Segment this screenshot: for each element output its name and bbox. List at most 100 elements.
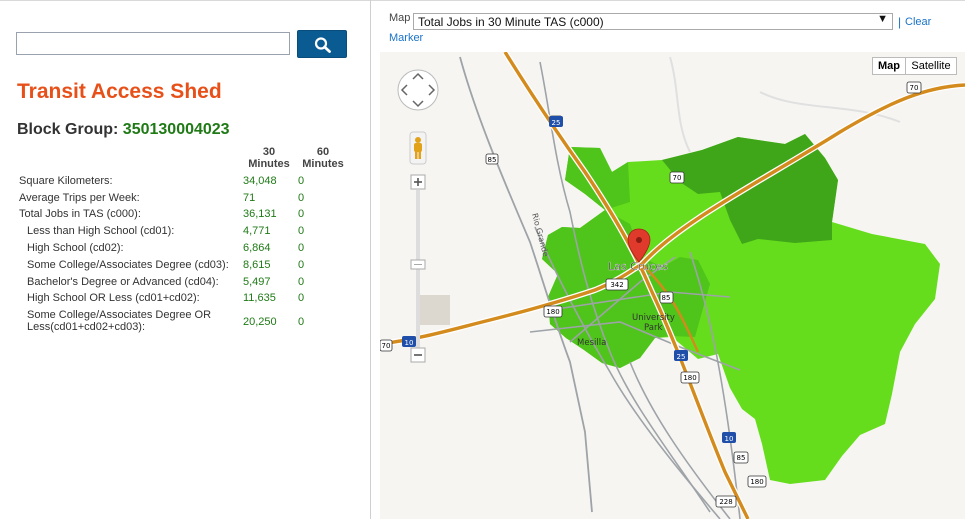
value-30-min: 34,048 bbox=[243, 175, 277, 187]
place-label: University bbox=[632, 313, 675, 323]
value-60-min: 0 bbox=[298, 192, 305, 204]
highway-shield-label: 342 bbox=[610, 281, 623, 289]
zoom-slider-handle[interactable] bbox=[410, 259, 426, 270]
column-header-60: 60 Minutes bbox=[302, 146, 344, 170]
highway-10-connector bbox=[641, 263, 700, 353]
interstate-shield bbox=[722, 432, 736, 443]
interstate-shield bbox=[549, 116, 563, 127]
value-60-min: 0 bbox=[298, 208, 305, 220]
pegman-icon[interactable] bbox=[409, 131, 427, 165]
value-60-min: 0 bbox=[298, 292, 305, 304]
highway-shield-label: 180 bbox=[750, 478, 763, 486]
interstate-shield-label: 25 bbox=[552, 119, 561, 127]
map-type-satellite-button[interactable]: Satellite bbox=[905, 57, 957, 75]
link-separator: | bbox=[898, 15, 902, 29]
map-graphic: 85 85 25 70 70 70 10 342 85 180 25 180 1… bbox=[380, 52, 965, 519]
block-group-heading: Block Group: 350130004023 bbox=[17, 121, 230, 139]
value-30-min: 36,131 bbox=[243, 208, 277, 220]
highway-shield bbox=[543, 305, 563, 318]
minor-road bbox=[669, 56, 691, 153]
highway-shield-label: 85 bbox=[488, 156, 497, 164]
minor-road bbox=[689, 251, 741, 519]
interstate-shield bbox=[402, 336, 416, 347]
block-group-label: Block Group: bbox=[17, 121, 119, 138]
highway-shield bbox=[380, 339, 393, 352]
row-label: Less than High School (cd01): bbox=[27, 225, 175, 237]
panel-divider bbox=[370, 0, 371, 519]
highway-shield bbox=[605, 278, 629, 291]
value-30-min: 5,497 bbox=[243, 276, 271, 288]
value-30-min: 6,864 bbox=[243, 242, 271, 254]
row-label: High School OR Less (cd01+cd02): bbox=[27, 292, 200, 304]
highway-shield bbox=[733, 451, 749, 464]
minor-road bbox=[529, 321, 741, 371]
plus-icon[interactable] bbox=[410, 174, 426, 190]
value-60-min: 0 bbox=[298, 242, 305, 254]
highway-shield bbox=[669, 171, 685, 184]
highway-shield bbox=[906, 81, 922, 94]
highway-70 bbox=[380, 83, 965, 346]
value-30-min: 71 bbox=[243, 192, 256, 204]
highway-shield-label: 85 bbox=[662, 294, 671, 302]
interstate-shield-label: 10 bbox=[405, 339, 414, 347]
highway-shield bbox=[680, 371, 700, 384]
value-60-min: 0 bbox=[298, 225, 305, 237]
interstate-shield-label: 10 bbox=[725, 435, 734, 443]
highway-shield-label: 70 bbox=[673, 174, 682, 182]
top-border bbox=[0, 0, 965, 1]
value-30-min: 8,615 bbox=[243, 259, 271, 271]
land-parcel bbox=[418, 295, 450, 325]
highway-shield bbox=[485, 153, 499, 165]
map-canvas[interactable]: 85 85 25 70 70 70 10 342 85 180 25 180 1… bbox=[380, 52, 965, 519]
search-input[interactable] bbox=[16, 32, 290, 55]
highway-shield-label: 70 bbox=[910, 84, 919, 92]
map-layer-label: Map bbox=[389, 12, 411, 24]
row-label: High School (cd02): bbox=[27, 242, 124, 254]
search-icon bbox=[314, 37, 331, 53]
value-60-min: 0 bbox=[298, 316, 305, 328]
search-button[interactable] bbox=[297, 30, 347, 58]
row-label: Bachelor's Degree or Advanced (cd04): bbox=[27, 276, 219, 288]
clear-marker-link-continued[interactable]: Marker bbox=[389, 32, 424, 44]
place-label: Park bbox=[644, 323, 662, 333]
column-header-30: 30 Minutes bbox=[248, 146, 290, 170]
interstate-shield bbox=[674, 350, 688, 361]
pan-control-icon[interactable] bbox=[397, 69, 439, 111]
selected-layer: Total Jobs in 30 Minute TAS (c000) bbox=[418, 15, 604, 29]
city-label: Las Cruces bbox=[608, 260, 668, 273]
highway-shield-label: 228 bbox=[719, 498, 732, 506]
highway-shield-label: 85 bbox=[737, 454, 746, 462]
place-label: Mesilla bbox=[577, 338, 606, 348]
minor-road bbox=[629, 361, 731, 519]
value-30-min: 4,771 bbox=[243, 225, 271, 237]
clear-marker-link[interactable]: Clear bbox=[905, 16, 932, 28]
row-label: Square Kilometers: bbox=[19, 175, 113, 187]
value-60-min: 0 bbox=[298, 259, 305, 271]
minor-road bbox=[759, 91, 901, 123]
minus-icon[interactable] bbox=[410, 347, 426, 363]
row-label: Total Jobs in TAS (c000): bbox=[19, 208, 141, 220]
minor-road bbox=[569, 256, 676, 343]
dropdown-arrow-icon: ▼ bbox=[877, 13, 888, 25]
value-60-min: 0 bbox=[298, 276, 305, 288]
map-layer-select[interactable]: Total Jobs in 30 Minute TAS (c000) ▼ bbox=[413, 13, 893, 30]
map-marker-icon[interactable] bbox=[627, 228, 651, 263]
highway-shield-label: 70 bbox=[382, 342, 391, 350]
highway-shield-label: 180 bbox=[546, 308, 559, 316]
value-60-min: 0 bbox=[298, 175, 305, 187]
transit-shed-area-light bbox=[542, 134, 940, 484]
block-group-id: 350130004023 bbox=[122, 121, 230, 138]
value-30-min: 20,250 bbox=[243, 316, 277, 328]
highway-shield-label: 180 bbox=[683, 374, 696, 382]
row-label: Average Trips per Week: bbox=[19, 192, 140, 204]
interstate-shield-label: 25 bbox=[677, 353, 686, 361]
map-type-map-button[interactable]: Map bbox=[872, 57, 906, 75]
info-panel: Transit Access Shed Block Group: 3501300… bbox=[0, 0, 370, 519]
value-30-min: 11,635 bbox=[243, 292, 276, 304]
highway-shield bbox=[715, 495, 737, 508]
row-label: Some College/Associates Degree (cd03): bbox=[27, 259, 229, 271]
rio-grande-river bbox=[459, 56, 593, 513]
row-label: Some College/Associates Degree OR Less(c… bbox=[27, 309, 212, 333]
minor-road bbox=[539, 61, 711, 513]
page-title: Transit Access Shed bbox=[17, 80, 222, 103]
